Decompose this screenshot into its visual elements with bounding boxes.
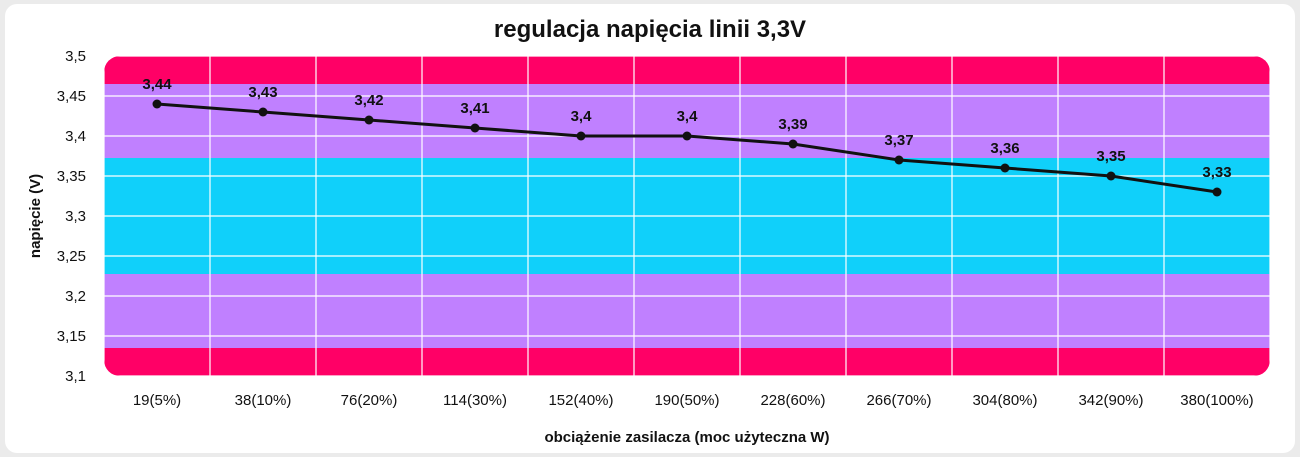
x-tick-label: 266(70%) xyxy=(866,392,931,409)
x-tick-label: 380(100%) xyxy=(1180,392,1253,409)
data-point xyxy=(682,131,692,141)
band-1 xyxy=(104,274,1270,348)
data-label: 3,35 xyxy=(1096,148,1125,165)
data-point xyxy=(364,115,374,125)
data-label: 3,44 xyxy=(142,76,172,93)
y-tick-label: 3,1 xyxy=(65,368,86,385)
data-points xyxy=(152,99,1222,197)
data-label: 3,36 xyxy=(990,140,1019,157)
y-tick-label: 3,25 xyxy=(57,248,86,265)
x-tick-label: 304(80%) xyxy=(972,392,1037,409)
data-point xyxy=(470,123,480,133)
x-tick-label: 38(10%) xyxy=(235,392,292,409)
data-label: 3,4 xyxy=(571,108,593,125)
y-tick-label: 3,45 xyxy=(57,88,86,105)
data-label: 3,39 xyxy=(778,116,807,133)
data-point xyxy=(576,131,586,141)
data-point xyxy=(1106,171,1116,181)
data-label: 3,41 xyxy=(460,100,489,117)
chart-title: regulacja napięcia linii 3,3V xyxy=(493,16,807,43)
data-label: 3,33 xyxy=(1202,164,1231,181)
gridlines xyxy=(104,56,1270,376)
x-tick-label: 190(50%) xyxy=(654,392,719,409)
x-axis-title: obciążenie zasilacza (moc użyteczna W) xyxy=(544,429,829,446)
data-point xyxy=(152,99,162,109)
data-point xyxy=(788,139,798,149)
data-point xyxy=(1000,163,1010,173)
x-tick-label: 342(90%) xyxy=(1078,392,1143,409)
data-label: 3,42 xyxy=(354,92,383,109)
band-4 xyxy=(104,56,1270,84)
y-tick-label: 3,3 xyxy=(65,208,86,225)
x-tick-label: 228(60%) xyxy=(760,392,825,409)
y-tick-label: 3,35 xyxy=(57,168,86,185)
x-tick-label: 114(30%) xyxy=(443,392,507,409)
data-point xyxy=(1212,187,1222,197)
band-0 xyxy=(104,348,1270,376)
data-point xyxy=(258,107,268,117)
x-axis-ticks: 19(5%) 38(10%) 76(20%) 114(30%) 152(40%) 190(… xyxy=(133,392,1254,409)
data-label: 3,43 xyxy=(248,84,277,101)
y-tick-label: 3,4 xyxy=(65,128,86,145)
y-tick-label: 3,5 xyxy=(65,48,86,65)
x-tick-label: 19(5%) xyxy=(133,392,181,409)
y-axis-ticks: 3,1 3,15 3,2 3,25 3,3 3,35 3,4 3,45 3,5 xyxy=(57,48,86,385)
x-tick-label: 76(20%) xyxy=(341,392,398,409)
y-tick-label: 3,15 xyxy=(57,328,86,345)
data-label: 3,4 xyxy=(677,108,699,125)
x-tick-label: 152(40%) xyxy=(548,392,613,409)
y-axis-title: napięcie (V) xyxy=(27,174,44,258)
data-point xyxy=(894,155,904,165)
data-label: 3,37 xyxy=(884,132,913,149)
y-tick-label: 3,2 xyxy=(65,288,86,305)
data-labels: 3,44 3,43 3,42 3,41 3,4 3,4 3,39 3,37 3,36 3,35 3,… xyxy=(142,76,1231,181)
